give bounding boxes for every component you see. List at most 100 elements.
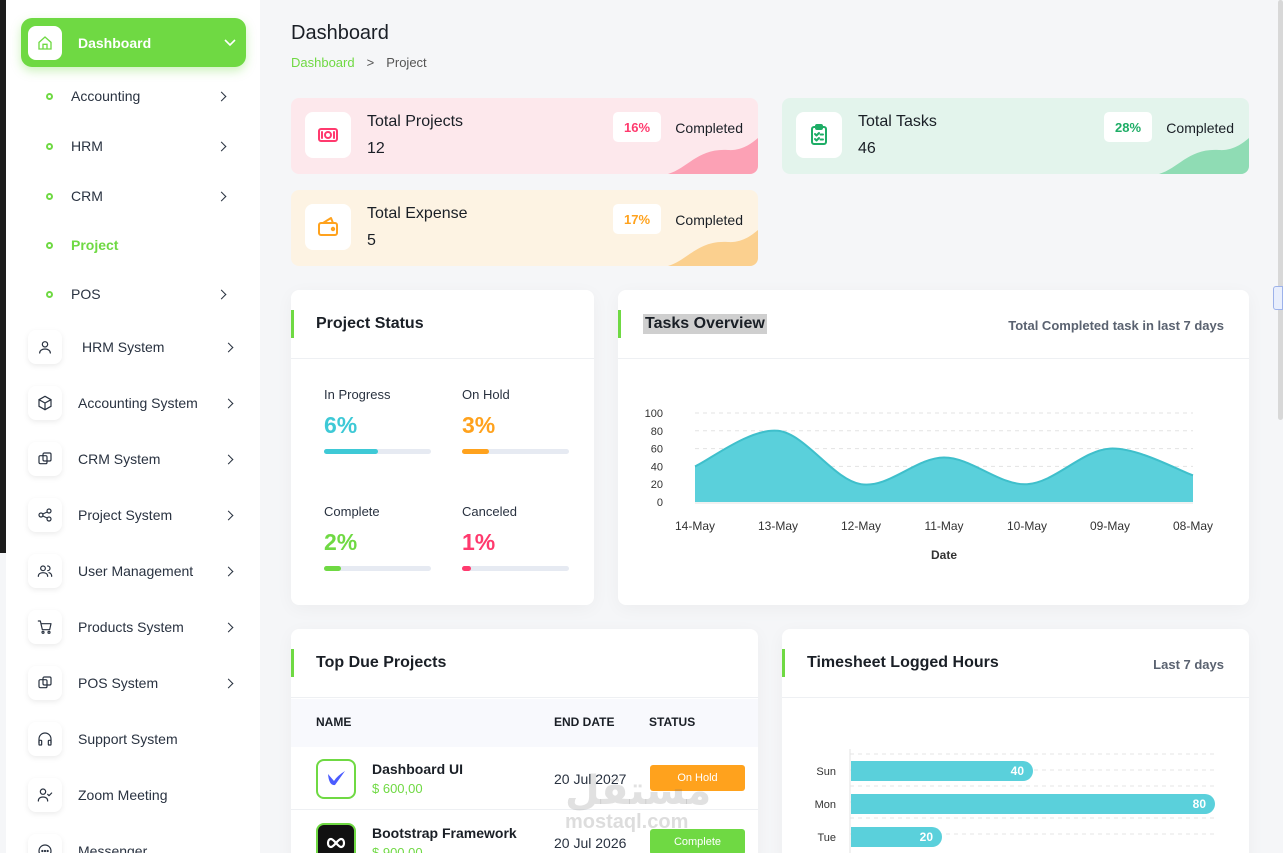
stat-percent-badge: 28% bbox=[1104, 112, 1152, 142]
bullet-icon bbox=[46, 92, 53, 100]
sidebar-item-label: Products System bbox=[78, 619, 184, 635]
wave-decoration bbox=[668, 230, 758, 266]
watermark-arabic: مستقل bbox=[565, 769, 712, 813]
table-row[interactable]: Bootstrap Framework $ 900,00 20 Jul 2026 Co… bbox=[291, 811, 758, 853]
progress-fill bbox=[462, 449, 489, 454]
sidebar-item-pos-system[interactable]: POS System bbox=[28, 665, 238, 701]
layers-icon bbox=[28, 442, 62, 476]
status-value: 1% bbox=[462, 529, 496, 555]
card-header: Top Due Projects bbox=[291, 649, 446, 677]
bar bbox=[851, 761, 1033, 781]
divider bbox=[291, 358, 594, 359]
sidebar-item-label: Zoom Meeting bbox=[78, 787, 168, 803]
y-tick-label: Sun bbox=[816, 766, 836, 778]
table-row[interactable]: Dashboard UI $ 600,00 20 Jul 2027 On Hold bbox=[291, 747, 758, 810]
sidebar: Dashboard Accounting HRM CRM Project POS HRM… bbox=[6, 0, 260, 853]
bar bbox=[851, 794, 1215, 814]
sidebar-item-support-system[interactable]: Support System bbox=[28, 721, 238, 757]
sidebar-subitem-pos[interactable]: POS bbox=[46, 282, 231, 306]
chevron-right-icon bbox=[223, 398, 234, 408]
table-header bbox=[291, 699, 758, 747]
status-label: Complete bbox=[324, 504, 380, 519]
user-icon bbox=[28, 330, 62, 364]
y-tick-label: 20 bbox=[651, 479, 663, 491]
sidebar-item-project-system[interactable]: Project System bbox=[28, 497, 238, 533]
stat-card-total-projects: Total Projects 12 16% Completed bbox=[291, 98, 758, 174]
status-badge: Complete bbox=[650, 829, 745, 853]
headphones-icon bbox=[28, 722, 62, 756]
sidebar-item-accounting-system[interactable]: Accounting System bbox=[28, 385, 238, 421]
page-title: Dashboard bbox=[291, 22, 389, 44]
sidebar-item-products-system[interactable]: Products System bbox=[28, 609, 238, 645]
breadcrumb-home-link[interactable]: Dashboard bbox=[291, 55, 355, 70]
user-check-icon bbox=[28, 778, 62, 812]
sidebar-item-user-management[interactable]: User Management bbox=[28, 553, 238, 589]
sidebar-item-label: POS System bbox=[78, 675, 159, 691]
project-name[interactable]: Bootstrap Framework bbox=[372, 825, 517, 841]
message-icon bbox=[28, 834, 62, 853]
bar-data-label: 40 bbox=[1011, 764, 1025, 778]
stat-status: Completed bbox=[675, 212, 743, 228]
x-tick-label: 10-May bbox=[1007, 519, 1047, 533]
bar-left-square bbox=[851, 794, 861, 814]
sidebar-subitem-crm[interactable]: CRM bbox=[46, 184, 231, 208]
card-title: Tasks Overview bbox=[643, 314, 767, 334]
chevron-right-icon bbox=[223, 510, 234, 520]
sidebar-item-zoom-meeting[interactable]: Zoom Meeting bbox=[28, 777, 238, 813]
status-label: In Progress bbox=[324, 387, 391, 402]
divider bbox=[618, 358, 1249, 359]
sidebar-item-label: Accounting System bbox=[78, 395, 198, 411]
top-due-projects-card: Top Due Projects NAME END DATE STATUS Da… bbox=[291, 629, 758, 853]
bullet-icon bbox=[46, 192, 53, 200]
sidebar-item-messenger[interactable]: Messenger bbox=[28, 833, 238, 853]
bullet-icon bbox=[46, 241, 53, 249]
chevron-right-icon bbox=[223, 454, 234, 464]
card-title: Project Status bbox=[316, 315, 424, 332]
sidebar-subitem-label: CRM bbox=[71, 188, 103, 204]
sidebar-item-hrm-system[interactable]: HRM System bbox=[28, 329, 238, 365]
status-value: 6% bbox=[324, 412, 358, 438]
sidebar-subitem-accounting[interactable]: Accounting bbox=[46, 84, 231, 108]
chevron-right-icon bbox=[216, 191, 227, 201]
stat-title: Total Projects bbox=[367, 113, 464, 130]
stat-card-total-tasks: Total Tasks 46 28% Completed bbox=[782, 98, 1249, 174]
status-canceled: Canceled 1% bbox=[462, 504, 570, 571]
progress-fill bbox=[324, 566, 342, 571]
progress-track bbox=[324, 566, 431, 571]
project-name[interactable]: Dashboard UI bbox=[372, 761, 464, 777]
sidebar-item-label: HRM System bbox=[82, 339, 165, 355]
chevron-right-icon bbox=[223, 678, 234, 688]
sidebar-item-label: User Management bbox=[78, 563, 194, 579]
progress-track bbox=[324, 449, 431, 454]
breadcrumb-current: Project bbox=[386, 55, 427, 70]
x-axis-title: Date bbox=[931, 548, 957, 562]
sidebar-item-dashboard[interactable]: Dashboard bbox=[21, 18, 246, 67]
timesheet-bar-chart: Sun 40 Mon 80 Tue 20 bbox=[815, 749, 1215, 853]
side-widget-handle[interactable] bbox=[1273, 286, 1283, 310]
sidebar-subitem-hrm[interactable]: HRM bbox=[46, 134, 231, 158]
stat-percent-badge: 17% bbox=[613, 204, 661, 234]
bar-left-square bbox=[851, 761, 861, 781]
bar bbox=[851, 827, 942, 847]
card-header: Tasks Overview bbox=[618, 310, 767, 338]
stat-title: Total Expense bbox=[367, 205, 468, 222]
sidebar-subitem-project[interactable]: Project bbox=[46, 233, 231, 257]
project-amount: $ 900,00 bbox=[372, 845, 423, 853]
sidebar-subitem-label: Accounting bbox=[71, 88, 141, 104]
page-scrollbar[interactable] bbox=[1278, 0, 1283, 420]
window-edge bbox=[0, 0, 6, 553]
tasks-area-chart: 0 20 40 60 80 100 14-May 13-May 12-May 11-May 10-M… bbox=[645, 408, 1213, 562]
card-title: Timesheet Logged Hours bbox=[807, 654, 999, 671]
stat-status: Completed bbox=[1166, 120, 1234, 136]
y-tick-label: 100 bbox=[645, 408, 663, 420]
status-value: 2% bbox=[324, 529, 358, 555]
project-status-card: Project Status In Progress 6% On Hold 3% Com… bbox=[291, 290, 594, 605]
bar-left-square bbox=[851, 827, 861, 847]
accent-bar bbox=[291, 310, 294, 338]
progress-fill bbox=[462, 566, 471, 571]
wave-decoration bbox=[1159, 138, 1249, 174]
sidebar-item-crm-system[interactable]: CRM System bbox=[28, 441, 238, 477]
card-title: Top Due Projects bbox=[316, 654, 447, 671]
progress-track bbox=[462, 449, 569, 454]
card-subtitle: Last 7 days bbox=[1153, 657, 1224, 672]
